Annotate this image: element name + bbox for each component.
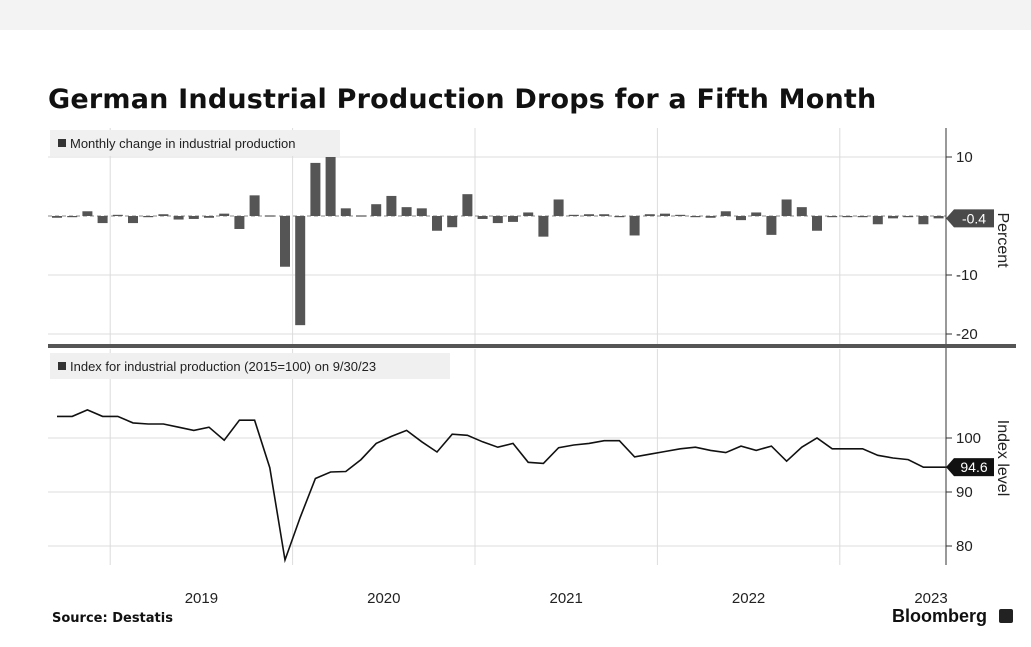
bar [234,216,245,229]
legend-text: Monthly change in industrial production [70,136,295,151]
index-line [57,409,969,564]
callout-pointer [946,209,954,228]
y-tick-label-top: 10 [956,149,973,166]
callout-text: 94.6 [960,459,987,475]
bar [614,216,625,218]
x-tick-label: 2023 [914,590,947,607]
bar [584,214,594,216]
legend-background [50,130,340,156]
bar [325,157,336,216]
bar [796,207,807,216]
bar [67,216,78,218]
bar [644,214,655,216]
bar [52,216,62,218]
bar [629,216,640,236]
bar [295,216,306,326]
bar [492,216,503,224]
x-tick-label: 2020 [367,590,400,607]
bar [553,199,564,216]
bloomberg-icon [999,609,1013,623]
bar [97,216,108,224]
y-tick-label-top: -10 [956,267,978,284]
bloomberg-logo: Bloomberg [892,606,988,626]
bar [538,216,549,237]
bar [903,216,914,218]
bar [812,216,822,231]
bar [371,204,382,216]
bar [158,214,169,216]
bar [872,216,883,225]
bar [477,216,488,219]
bar [447,216,458,228]
x-tick-label: 2019 [185,590,218,607]
bar [143,216,154,218]
callout-text: -0.4 [962,210,986,226]
bar [356,215,366,217]
bar [781,199,792,216]
bar [720,211,731,216]
legend-background [50,353,450,379]
bar [660,213,670,216]
x-tick-label: 2022 [732,590,765,607]
bar [188,216,199,219]
legend-top: Monthly change in industrial production [50,130,340,156]
bar [112,214,123,217]
bar [705,216,716,218]
source-note: Source: Destatis [52,611,173,626]
panel-divider [48,344,1016,348]
y-tick-label-bottom: 100 [956,430,981,447]
bar [523,212,534,216]
last-value-label-bottom: 94.6 [946,458,994,477]
bar [128,216,138,224]
bar [173,216,184,220]
bar [675,214,686,217]
y-tick-label-bottom: 80 [956,538,973,555]
callout-box [954,458,994,477]
x-tick-label: 2021 [550,590,583,607]
bar [751,212,762,216]
bar [918,216,929,225]
top-bar [0,0,1031,30]
bar [827,216,838,218]
legend-swatch [58,362,66,370]
bar [340,208,351,216]
bar [401,207,412,216]
bar [599,214,610,216]
legend-text: Index for industrial production (2015=10… [70,359,376,374]
bar [280,216,290,267]
y-axis-title-bottom: Index level [994,420,1011,497]
chart-title: German Industrial Production Drops for a… [48,84,877,115]
last-value-label-top: -0.4 [946,209,994,228]
bar [766,216,777,235]
y-axis-title-top: Percent [994,212,1011,268]
bar [416,208,427,216]
callout-box [954,209,994,228]
bar [568,214,579,217]
callout-pointer [946,458,954,477]
bar [264,215,275,217]
bar [933,216,944,219]
bar [842,216,853,218]
bar [462,194,473,216]
bar [857,216,868,218]
legend-swatch [58,139,66,147]
bar [386,195,397,216]
bar [690,216,701,218]
bar [219,213,230,216]
bar [204,216,214,218]
bar [249,195,260,216]
legend-bottom: Index for industrial production (2015=10… [50,353,450,379]
y-tick-label-bottom: 90 [956,484,973,501]
bar [432,216,442,231]
bar [508,216,518,222]
bar [310,162,321,216]
bar [736,216,746,221]
bar [82,211,93,216]
bar [888,216,898,219]
y-tick-label-top: -20 [956,326,978,343]
